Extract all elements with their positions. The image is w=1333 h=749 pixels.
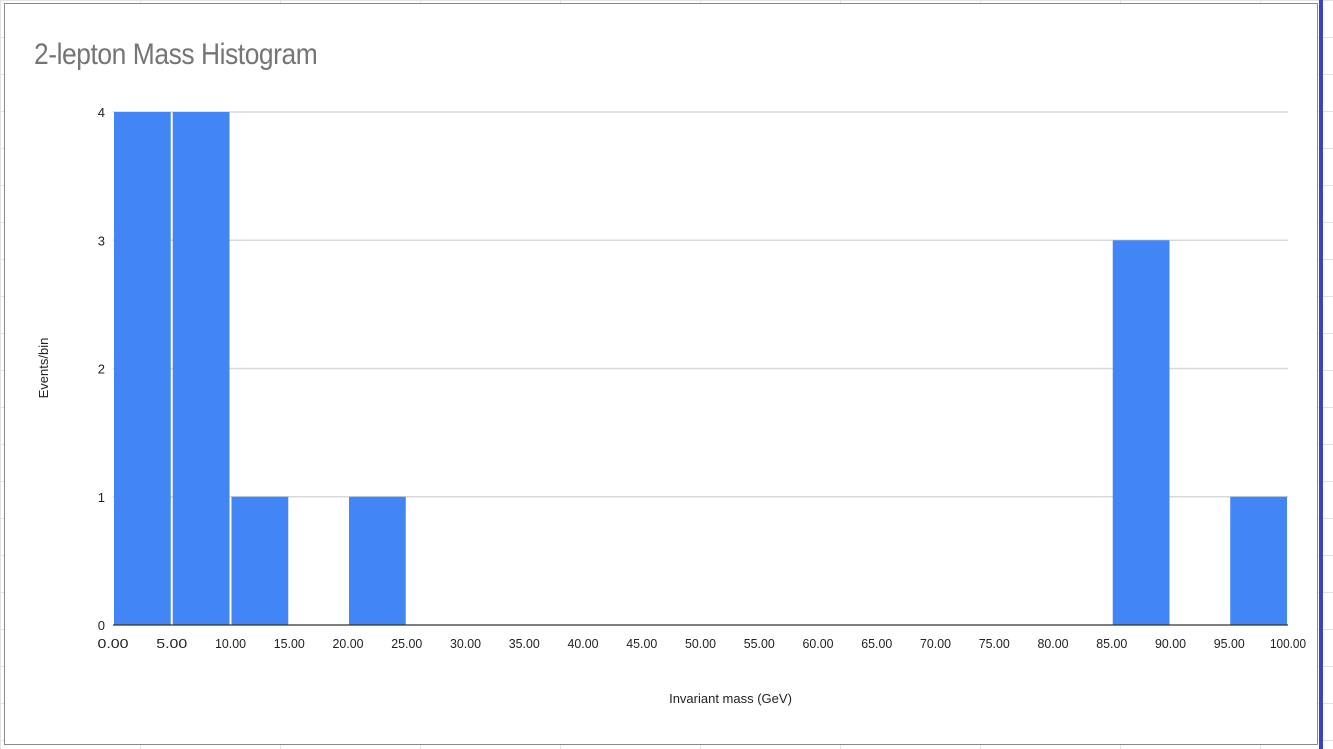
x-tick-label: 60.00 — [803, 636, 834, 651]
x-tick-label: 95.00 — [1214, 636, 1245, 651]
histogram-bar — [231, 496, 289, 625]
x-tick-label: 40.00 — [568, 636, 599, 651]
x-tick-label: 55.00 — [744, 636, 775, 651]
histogram-bar — [1230, 496, 1287, 625]
x-axis-title: Invariant mass (GeV) — [669, 691, 792, 706]
chart-title: 2-lepton Mass Histogram — [34, 38, 318, 71]
y-axis-title: Events/bin — [36, 338, 51, 399]
x-tick-label: 50.00 — [685, 636, 716, 651]
histogram-bar — [172, 112, 230, 625]
x-tick-label: 10.00 — [215, 636, 246, 651]
x-tick-label: 20.00 — [333, 636, 364, 651]
x-tick-label: 35.00 — [509, 636, 540, 651]
histogram-bar — [349, 496, 406, 625]
histogram-bar — [114, 112, 171, 625]
x-tick-label: 30.00 — [450, 636, 481, 651]
y-tick-label: 3 — [98, 233, 105, 248]
x-tick-label: 90.00 — [1155, 636, 1186, 651]
x-tick-label: 25.00 — [391, 636, 422, 651]
x-tick-label: 5.00 — [156, 636, 187, 651]
x-tick-label: 85.00 — [1096, 636, 1127, 651]
x-tick-label: 70.00 — [920, 636, 951, 651]
x-tick-label: 0.00 — [98, 636, 129, 651]
y-tick-label: 0 — [98, 618, 105, 633]
y-tick-label: 4 — [98, 105, 105, 120]
histogram-bar — [1112, 240, 1170, 625]
x-tick-label: 65.00 — [861, 636, 892, 651]
y-tick-label: 1 — [98, 490, 105, 505]
x-tick-label: 45.00 — [626, 636, 657, 651]
x-tick-label: 80.00 — [1038, 636, 1069, 651]
x-tick-label: 15.00 — [274, 636, 305, 651]
x-tick-label: 75.00 — [979, 636, 1010, 651]
selection-border — [1319, 0, 1323, 749]
y-tick-label: 2 — [98, 362, 105, 377]
x-tick-label: 100.00 — [1270, 636, 1306, 651]
